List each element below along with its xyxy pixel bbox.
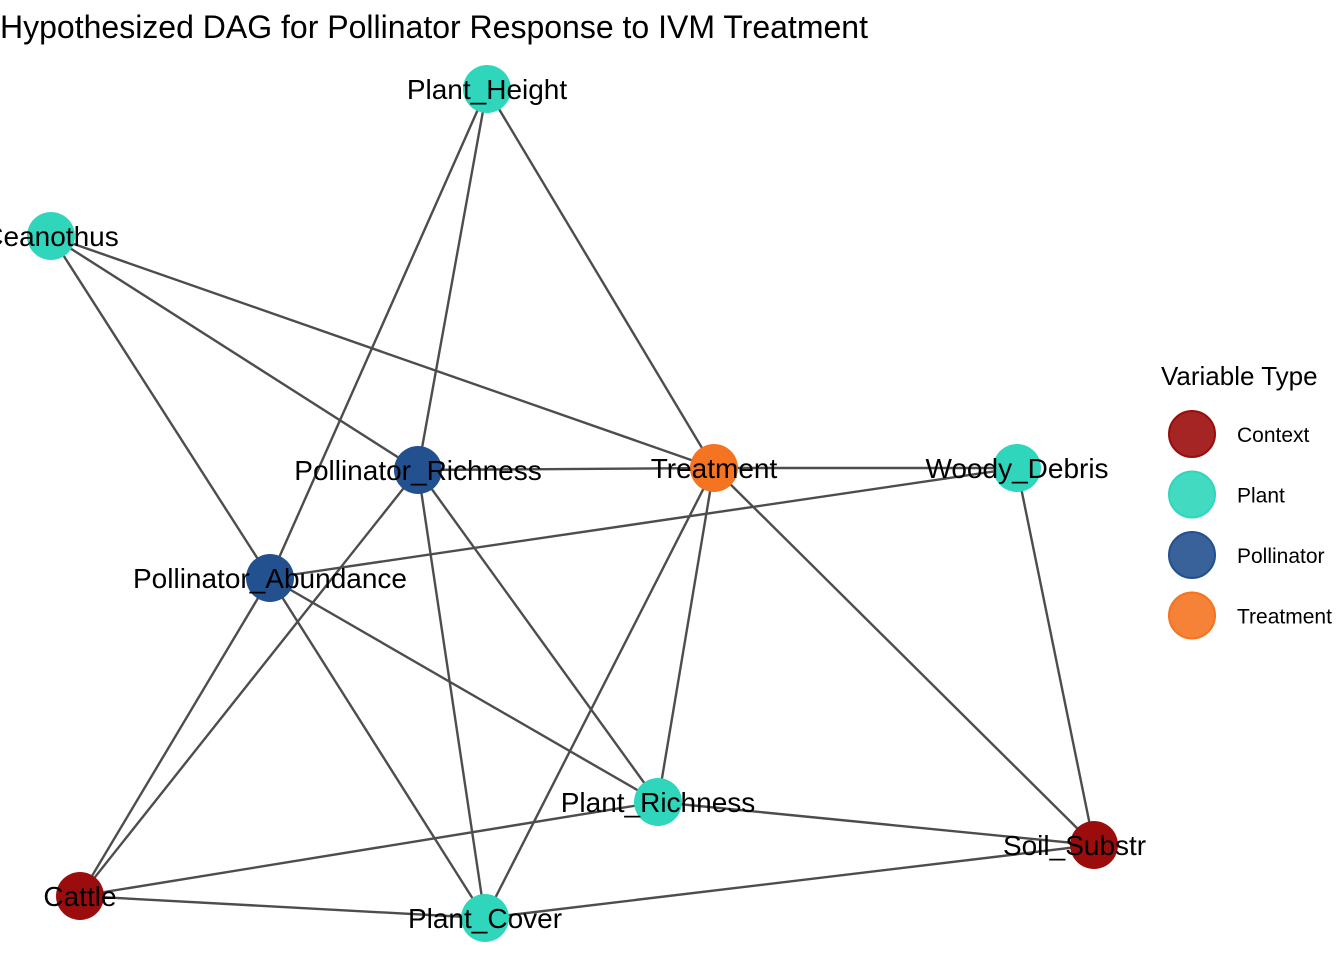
legend-label-treatment: Treatment <box>1237 606 1332 629</box>
edge-plant-height-to-pollinator-abundance <box>268 88 489 579</box>
edge-ceanothus-to-treatment <box>50 234 715 470</box>
edge-plant-height-to-treatment <box>485 88 716 469</box>
node-woody-debris <box>993 444 1041 492</box>
legend-title: Variable Type <box>1161 361 1318 391</box>
node-pollinator-abundance <box>246 554 294 602</box>
node-plant-richness <box>634 778 682 826</box>
edge-ceanothus-to-pollinator-abundance <box>49 235 272 579</box>
node-layer <box>27 65 1118 942</box>
edge-pollinator-abundance-to-plant-cover <box>268 577 487 919</box>
node-label-ceanothus: Ceanothus <box>0 221 119 252</box>
node-label-woody-debris: Woody_Debris <box>925 453 1108 484</box>
edge-pollinator-richness-to-cattle <box>79 469 419 897</box>
node-label-pollinator-abundance: Pollinator_Abundance <box>133 563 407 594</box>
node-cattle <box>56 872 104 920</box>
edge-pollinator-abundance-to-cattle <box>78 577 272 897</box>
legend: Variable Type Context Plant Pollinator Trea… <box>1161 361 1332 640</box>
edge-plant-richness-to-soil-substrate <box>657 800 1095 847</box>
node-label-pollinator-richness: Pollinator_Richness <box>294 455 541 486</box>
legend-swatch-treatment <box>1168 591 1216 640</box>
node-soil-substrate <box>1070 821 1118 869</box>
edge-ceanothus-to-pollinator-richness <box>50 234 419 472</box>
edge-pollinator-richness-to-plant-cover <box>416 469 487 919</box>
node-label-cattle: Cattle <box>43 881 116 912</box>
edge-treatment-to-plant-cover <box>483 467 716 919</box>
legend-label-pollinator: Pollinator <box>1237 545 1325 568</box>
edge-plant-richness-to-cattle <box>79 800 659 898</box>
node-plant-height <box>463 65 511 113</box>
edge-woody-debris-to-soil-substrate <box>1015 467 1096 846</box>
node-label-plant-height: Plant_Height <box>407 74 568 105</box>
node-label-layer: Plant_Height Ceanothus Pollinator_Richness… <box>0 74 1185 934</box>
edge-soil-substrate-to-plant-cover <box>484 843 1095 920</box>
edge-treatment-to-soil-substrate <box>713 467 1095 846</box>
diagram-title: Hypothesized DAG for Pollinator Response… <box>0 9 868 45</box>
edge-layer <box>49 88 1096 920</box>
legend-swatch-context <box>1168 410 1216 458</box>
edge-pollinator-richness-to-treatment <box>417 466 715 472</box>
legend-swatch-pollinator <box>1168 531 1216 579</box>
edge-cattle-to-plant-cover <box>79 894 486 920</box>
node-ceanothus <box>27 212 75 260</box>
edge-pollinator-richness-to-plant-richness <box>417 469 659 803</box>
edge-woody-debris-to-pollinator-abundance <box>269 466 1018 580</box>
node-label-soil-substrate: Soil_Substrate <box>1003 830 1185 861</box>
edge-pollinator-abundance-to-plant-richness <box>269 576 659 804</box>
legend-label-context: Context <box>1237 424 1310 447</box>
legend-label-plant: Plant <box>1237 485 1285 508</box>
edge-treatment-to-plant-richness <box>656 467 716 803</box>
node-plant-cover <box>461 894 509 942</box>
edge-plant-height-to-pollinator-richness <box>416 88 489 471</box>
graph-panel: Plant_Height Ceanothus Pollinator_Richness… <box>0 65 1185 942</box>
legend-swatch-plant <box>1168 470 1216 519</box>
node-treatment <box>690 444 738 492</box>
node-label-plant-cover: Plant_Cover <box>408 903 562 934</box>
node-label-treatment: Treatment <box>651 453 778 484</box>
node-pollinator-richness <box>394 446 442 494</box>
node-label-plant-richness: Plant_Richness <box>561 787 756 818</box>
